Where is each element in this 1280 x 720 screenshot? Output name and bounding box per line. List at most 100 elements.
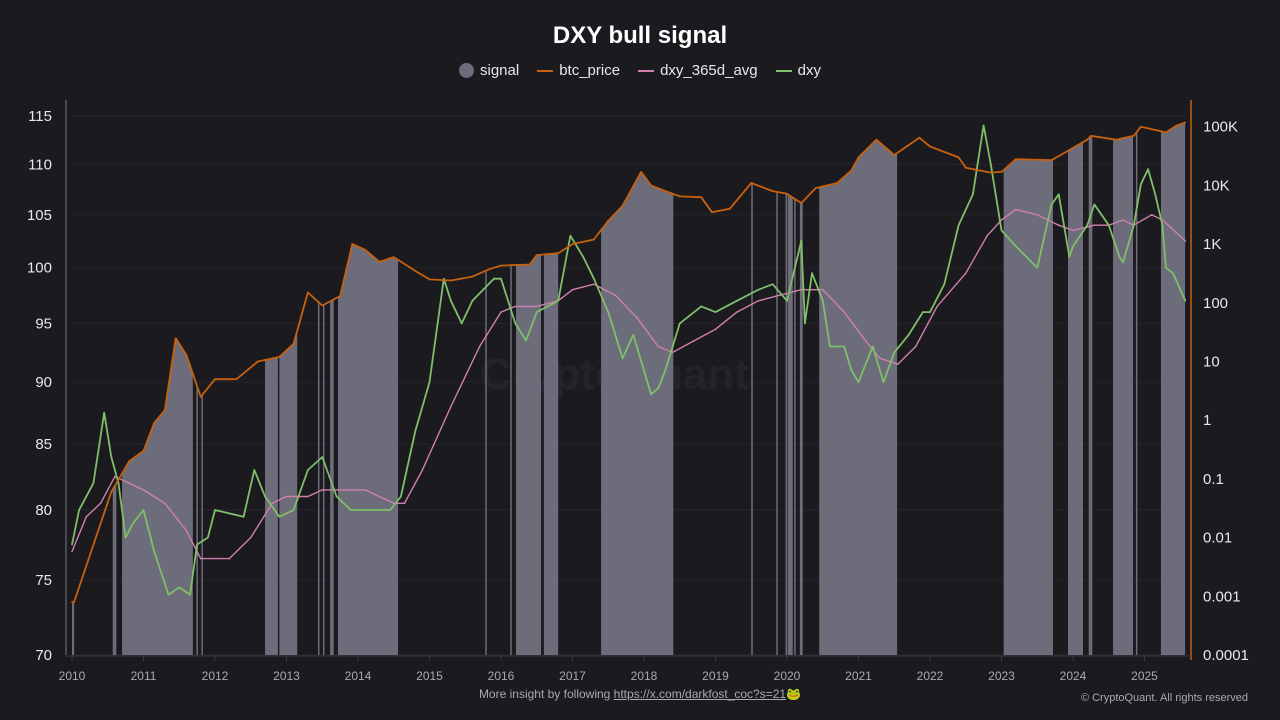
btc-price-point <box>185 354 188 356</box>
footer-link[interactable]: https://x.com/darkfost_coc?s=21 <box>613 687 787 701</box>
dxy-point <box>829 345 831 348</box>
btc-price-point <box>1132 134 1135 137</box>
dxy-point <box>214 509 216 511</box>
btc-price-point <box>836 182 838 184</box>
y-right-tick-label: 1K <box>1203 236 1221 253</box>
signal-bar <box>819 122 898 655</box>
dxy-point <box>428 381 431 383</box>
y-left-tick-label: 75 <box>35 572 52 589</box>
btc-price-point <box>607 219 610 222</box>
y-left-tick-label: 85 <box>35 436 52 453</box>
btc-price-point <box>1015 158 1017 160</box>
dxy-point <box>1184 300 1187 302</box>
btc-price-point <box>1000 171 1003 173</box>
btc-price-point <box>1115 138 1117 141</box>
signal-bar <box>265 122 278 655</box>
btc-price-point <box>378 260 381 263</box>
btc-price-point <box>339 295 341 297</box>
dxy-365d-avg-point <box>821 288 824 291</box>
dxy-point <box>786 300 788 302</box>
dxy-365d-avg-point <box>403 502 406 505</box>
x-tick-label: 2023 <box>988 669 1015 683</box>
dxy-point <box>1154 193 1157 196</box>
dxy-365d-avg-point <box>914 345 917 348</box>
btc-price-point <box>364 248 366 251</box>
dxy-point <box>493 277 495 280</box>
btc-price-point <box>571 243 574 245</box>
dxy-point <box>307 469 309 471</box>
btc-price-point <box>1184 121 1187 124</box>
y-right-tick-label: 0.001 <box>1203 588 1241 605</box>
y-right-tick-label: 0.0001 <box>1203 647 1249 664</box>
y-right-tick-label: 0.01 <box>1203 530 1232 547</box>
dxy-point <box>843 345 845 348</box>
btc-price-point <box>1175 124 1178 127</box>
y-left-tick-label: 110 <box>28 156 52 173</box>
dxy-point <box>153 550 156 553</box>
dxy-365d-avg-point <box>614 294 617 297</box>
dxy-point <box>167 593 170 596</box>
btc-price-point <box>164 409 166 411</box>
copyright: © CryptoQuant. All rights reserved <box>1080 692 1248 704</box>
legend-btc-price[interactable]: btc_price <box>537 62 620 79</box>
dxy-point <box>800 240 803 242</box>
dxy-365d-avg-point <box>128 482 130 485</box>
dxy-point <box>811 272 813 274</box>
signal-bar <box>543 122 559 655</box>
legend: signal btc_price dxy_365d_avg dxy <box>0 62 1280 79</box>
x-tick-label: 2025 <box>1131 669 1158 683</box>
dxy-365d-avg-point <box>535 305 538 308</box>
dxy-365d-avg-point <box>185 529 188 532</box>
dxy-point <box>943 283 946 285</box>
legend-dxy-365d-avg[interactable]: dxy_365d_avg <box>638 62 758 79</box>
btc-price-point <box>786 192 788 195</box>
x-tick-label: 2013 <box>273 669 300 683</box>
signal-bar <box>72 122 75 655</box>
dxy-365d-avg-point <box>1036 213 1039 216</box>
x-tick-label: 2011 <box>131 669 157 683</box>
btc-price-point <box>471 275 474 278</box>
dxy-point <box>1122 261 1124 264</box>
dxy-point <box>922 311 924 313</box>
dxy-point <box>850 369 853 371</box>
dxy-365d-avg-point <box>71 550 73 553</box>
btc-price-point <box>678 195 681 198</box>
dxy-point <box>1179 288 1182 291</box>
legend-label: btc_price <box>559 62 621 79</box>
dxy-swatch <box>775 69 792 72</box>
dxy-point <box>664 369 667 371</box>
dxy-365d-avg-point <box>114 475 116 478</box>
signal-bar <box>1003 122 1053 655</box>
btc-price-point <box>814 187 817 189</box>
dxy-365d-avg-point <box>307 495 309 498</box>
dxy-365d-avg-point <box>657 345 660 348</box>
btc-price-point <box>964 166 967 169</box>
dxy-point <box>400 495 402 498</box>
btc-price-point <box>321 304 324 307</box>
signal-bar <box>485 122 487 655</box>
signal-bar <box>322 122 325 655</box>
legend-label: dxy_365d_avg <box>660 62 758 79</box>
dxy-point <box>242 516 245 518</box>
dxy-365d-avg-point <box>879 357 881 360</box>
btc-price-point <box>489 267 492 270</box>
dxy-point <box>1015 245 1017 248</box>
dxy-point <box>1172 272 1174 274</box>
legend-signal[interactable]: signal <box>458 62 519 79</box>
btc-price-point <box>989 171 992 174</box>
signal-bar <box>196 122 198 655</box>
dxy-point <box>1161 224 1164 226</box>
x-tick-label: 2016 <box>488 669 515 683</box>
x-tick-label: 2022 <box>917 669 944 683</box>
btc-price-point <box>1140 125 1142 128</box>
dxy-point <box>736 300 738 302</box>
dxy-365d-avg-point <box>364 489 366 491</box>
y-left-tick-label: 90 <box>35 374 52 391</box>
dxy-avg-swatch <box>638 69 655 72</box>
legend-dxy[interactable]: dxy <box>775 62 821 79</box>
dxy-365d-avg-point <box>779 294 781 297</box>
dxy-point <box>264 495 266 498</box>
dxy-365d-avg-point <box>693 339 695 342</box>
btc-price-line <box>72 121 1186 603</box>
signal-bar <box>787 122 793 655</box>
